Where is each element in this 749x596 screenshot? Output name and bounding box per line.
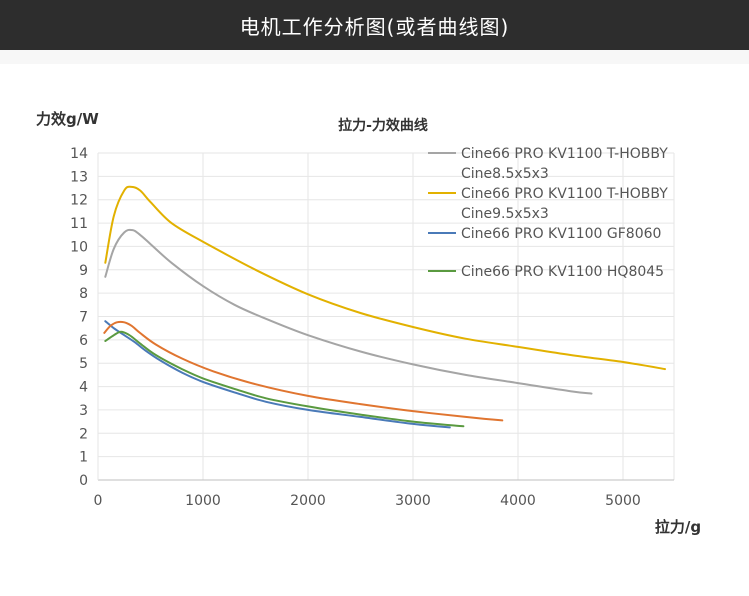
legend-label: Cine66 PRO KV1100 T-HOBBY — [461, 186, 668, 202]
x-tick-label: 1000 — [185, 493, 221, 509]
y-tick-label: 8 — [79, 286, 88, 302]
y-tick-label: 14 — [70, 146, 88, 162]
x-axis-label: 拉力/g — [655, 518, 701, 536]
legend-label: Cine9.5x5x3 — [461, 206, 549, 222]
series-line-4 — [103, 320, 504, 422]
series-line-3 — [104, 330, 465, 428]
axes — [97, 153, 674, 481]
legend-label: Cine8.5x5x3 — [461, 166, 549, 182]
y-tick-label: 9 — [79, 263, 88, 279]
page-title: 电机工作分析图(或者曲线图) — [239, 14, 510, 39]
y-tick-label: 3 — [79, 403, 88, 419]
header-bar: 电机工作分析图(或者曲线图) — [0, 0, 749, 50]
y-axis-label: 力效g/W — [36, 110, 99, 128]
legend: Cine66 PRO KV1100 T-HOBBY Cine8.5x5x3 Cine… — [428, 146, 668, 280]
y-tick-label: 5 — [79, 356, 88, 372]
x-tick-label: 5000 — [605, 493, 641, 509]
x-tick-label: 2000 — [290, 493, 326, 509]
legend-label: Cine66 PRO KV1100 T-HOBBY — [461, 146, 668, 162]
legend-label: Cine66 PRO KV1100 HQ8045 — [461, 264, 664, 280]
y-tick-label: 4 — [79, 380, 88, 396]
y-tick-label: 10 — [70, 239, 88, 255]
y-tick-label: 1 — [79, 450, 88, 466]
series-line-0 — [104, 228, 593, 395]
y-tick-label: 12 — [70, 193, 88, 209]
y-tick-label: 7 — [79, 310, 88, 326]
y-tick-label: 2 — [79, 426, 88, 442]
x-tick-label: 4000 — [500, 493, 536, 509]
y-tick-label: 0 — [79, 473, 88, 489]
x-tick-label: 3000 — [395, 493, 431, 509]
x-tick-label: 0 — [94, 493, 103, 509]
series-lines — [103, 185, 666, 429]
legend-label: Cine66 PRO KV1100 GF8060 — [461, 226, 661, 242]
y-tick-label: 13 — [70, 169, 88, 185]
grid — [98, 152, 675, 480]
series-line-1 — [104, 185, 666, 371]
y-tick-label: 11 — [70, 216, 88, 232]
y-tick-label: 6 — [79, 333, 88, 349]
chart-title: 拉力-力效曲线 — [338, 117, 428, 134]
series-line-2 — [104, 320, 451, 429]
